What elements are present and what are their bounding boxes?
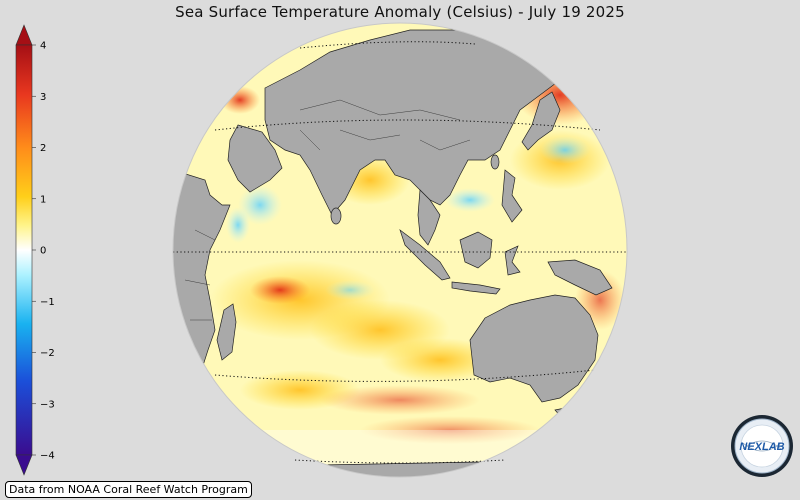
land-sri-lanka [330,207,342,225]
data-credit: Data from NOAA Coral Reef Watch Program [5,481,252,498]
country-borders [184,99,471,321]
land-java [451,281,501,295]
logo-text: NEXLAB [739,441,784,453]
graticule [173,41,627,464]
land-sulawesi [504,245,521,276]
colorbar-tick-label: −3 [40,399,55,410]
land-borneo [459,231,493,269]
colorbar-tick-label: 2 [40,143,46,154]
colorbar-tick-label: −4 [40,451,55,462]
colorbar-tick-label: −1 [40,297,55,308]
land-arabia [227,124,283,193]
latitude-line-north-60 [299,41,476,49]
colorbar-min-arrow [15,454,33,476]
latitude-line-north-30 [214,119,601,131]
land-japan [521,91,561,151]
land-sumatra [399,229,451,281]
colorbar-tick-label: 1 [40,194,46,205]
land-indochina [417,189,441,246]
nexlab-logo: NEXLAB [731,415,793,477]
land-philippines [501,169,523,223]
colorbar: 4 3 2 1 0 −1 −2 −3 −4 [15,24,55,476]
land-australia [469,294,599,403]
colorbar-tick-label: −2 [40,348,55,359]
map-title: Sea Surface Temperature Anomaly (Celsius… [175,3,625,21]
globe-outline [172,22,628,478]
colorbar-tick-label: 0 [40,246,46,257]
colorbar-tick-label: 3 [40,92,46,103]
colorbar-tick-label: 4 [40,41,46,52]
land-madagascar [216,303,237,361]
land-new-guinea [547,259,613,296]
land-taiwan [490,154,500,170]
